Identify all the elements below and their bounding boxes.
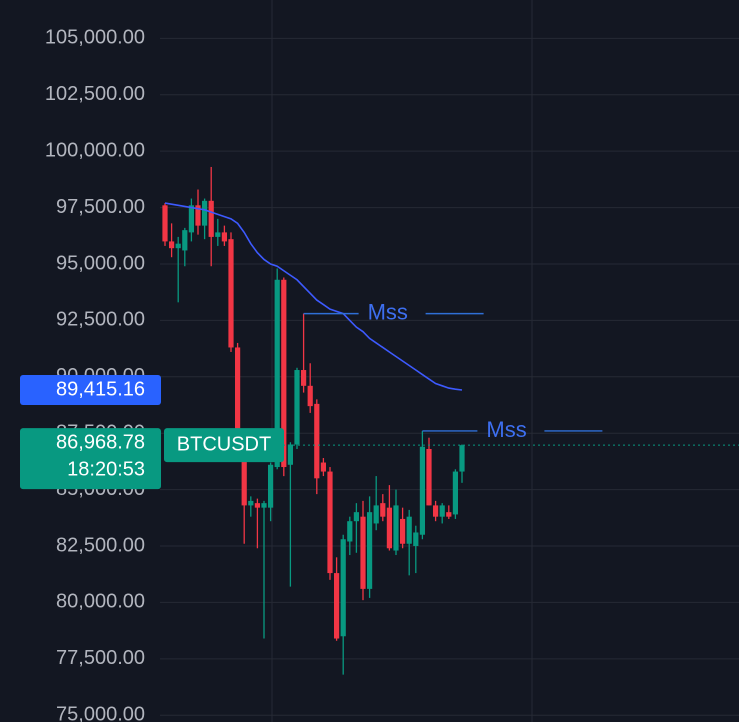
y-tick-label: 100,000.00 (45, 139, 145, 161)
candle-body (268, 464, 274, 508)
candle-body (386, 507, 392, 549)
candle-body (439, 505, 445, 517)
candle-body (367, 512, 373, 589)
candle-body (248, 500, 254, 506)
candle-body (373, 505, 379, 524)
annotation-label: Mss (368, 299, 408, 324)
candle-body (307, 385, 313, 407)
candle-body (169, 241, 175, 249)
candle-body (353, 512, 359, 522)
y-tick-label: 97,500.00 (56, 196, 145, 218)
candle-body (162, 205, 168, 242)
candle-body (221, 232, 227, 242)
candle-body (340, 539, 346, 637)
ema-line (164, 202, 463, 391)
ema-badge (20, 374, 161, 405)
y-tick-label: 80,000.00 (56, 591, 145, 613)
y-tick-label: 75,000.00 (56, 704, 145, 722)
price-badge-label: 86,968.78 (56, 431, 145, 453)
candle-body (254, 503, 260, 508)
candle-body (182, 230, 188, 251)
candle-body (433, 505, 439, 517)
y-tick-label: 95,000.00 (56, 252, 145, 274)
candle-body (294, 370, 300, 445)
y-tick-label: 77,500.00 (56, 647, 145, 669)
countdown-label: 18:20:53 (67, 458, 145, 480)
candle-body (413, 532, 419, 547)
candle-body (235, 347, 241, 449)
candle-body (215, 232, 221, 237)
candle-body (380, 503, 386, 517)
candle-body (281, 279, 287, 468)
candle-body (228, 239, 234, 348)
candle-body (347, 521, 353, 542)
candle-body (393, 505, 399, 551)
candle-body (261, 503, 267, 508)
candle-body (320, 462, 326, 472)
candle-body (452, 471, 458, 515)
annotation-label: Mss (486, 417, 526, 442)
ema-badge-label: 89,415.16 (56, 378, 145, 400)
candle-body (334, 573, 340, 639)
candle-body (446, 512, 452, 517)
y-tick-label: 82,500.00 (56, 534, 145, 556)
candle-body (241, 446, 247, 506)
candle-body (274, 279, 280, 468)
candle-body (400, 518, 406, 544)
y-tick-label: 102,500.00 (45, 83, 145, 105)
candle-body (314, 403, 320, 479)
symbol-label: BTCUSDT (177, 433, 271, 455)
candle-body (426, 448, 432, 506)
candle-body (287, 444, 293, 465)
y-tick-label: 105,000.00 (45, 27, 145, 49)
candle-body (360, 516, 366, 589)
candle-body (195, 205, 201, 226)
candle-body (419, 446, 425, 535)
symbol-badge (164, 428, 284, 463)
y-tick-label: 92,500.00 (56, 309, 145, 331)
candle-body (406, 516, 412, 544)
candle-body (208, 200, 214, 237)
candle-body (459, 445, 465, 472)
candle-body (327, 471, 333, 574)
candle-body (175, 243, 181, 249)
candle-body (202, 200, 208, 226)
candle-body (301, 370, 307, 386)
candle-body (188, 205, 194, 233)
price-badge (20, 428, 161, 490)
